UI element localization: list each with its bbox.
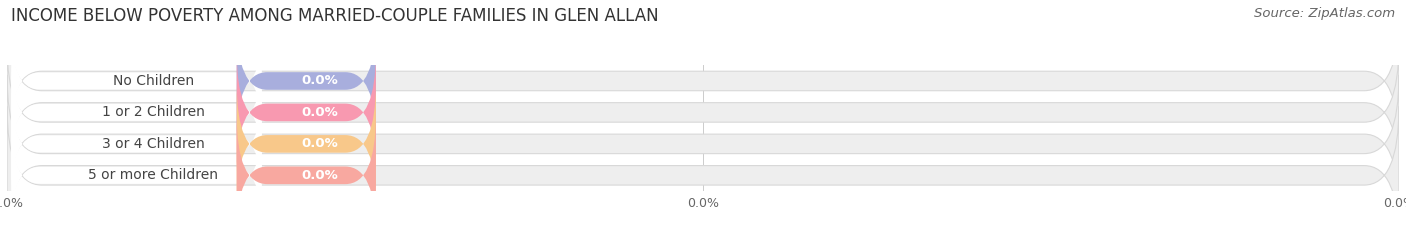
FancyBboxPatch shape (11, 58, 262, 167)
FancyBboxPatch shape (7, 44, 1399, 181)
FancyBboxPatch shape (236, 52, 375, 173)
Text: INCOME BELOW POVERTY AMONG MARRIED-COUPLE FAMILIES IN GLEN ALLAN: INCOME BELOW POVERTY AMONG MARRIED-COUPL… (11, 7, 659, 25)
Text: 1 or 2 Children: 1 or 2 Children (101, 105, 205, 120)
FancyBboxPatch shape (11, 27, 262, 135)
FancyBboxPatch shape (7, 106, 1399, 233)
Text: 0.0%: 0.0% (302, 75, 339, 87)
Text: No Children: No Children (112, 74, 194, 88)
Text: Source: ZipAtlas.com: Source: ZipAtlas.com (1254, 7, 1395, 20)
Text: 0.0%: 0.0% (302, 137, 339, 150)
Text: 0.0%: 0.0% (302, 169, 339, 182)
FancyBboxPatch shape (7, 12, 1399, 150)
Text: 0.0%: 0.0% (302, 106, 339, 119)
FancyBboxPatch shape (236, 83, 375, 204)
FancyBboxPatch shape (236, 21, 375, 141)
FancyBboxPatch shape (7, 75, 1399, 213)
Text: 3 or 4 Children: 3 or 4 Children (101, 137, 204, 151)
Text: 5 or more Children: 5 or more Children (89, 168, 218, 182)
FancyBboxPatch shape (11, 89, 262, 198)
FancyBboxPatch shape (11, 121, 262, 230)
FancyBboxPatch shape (236, 115, 375, 233)
